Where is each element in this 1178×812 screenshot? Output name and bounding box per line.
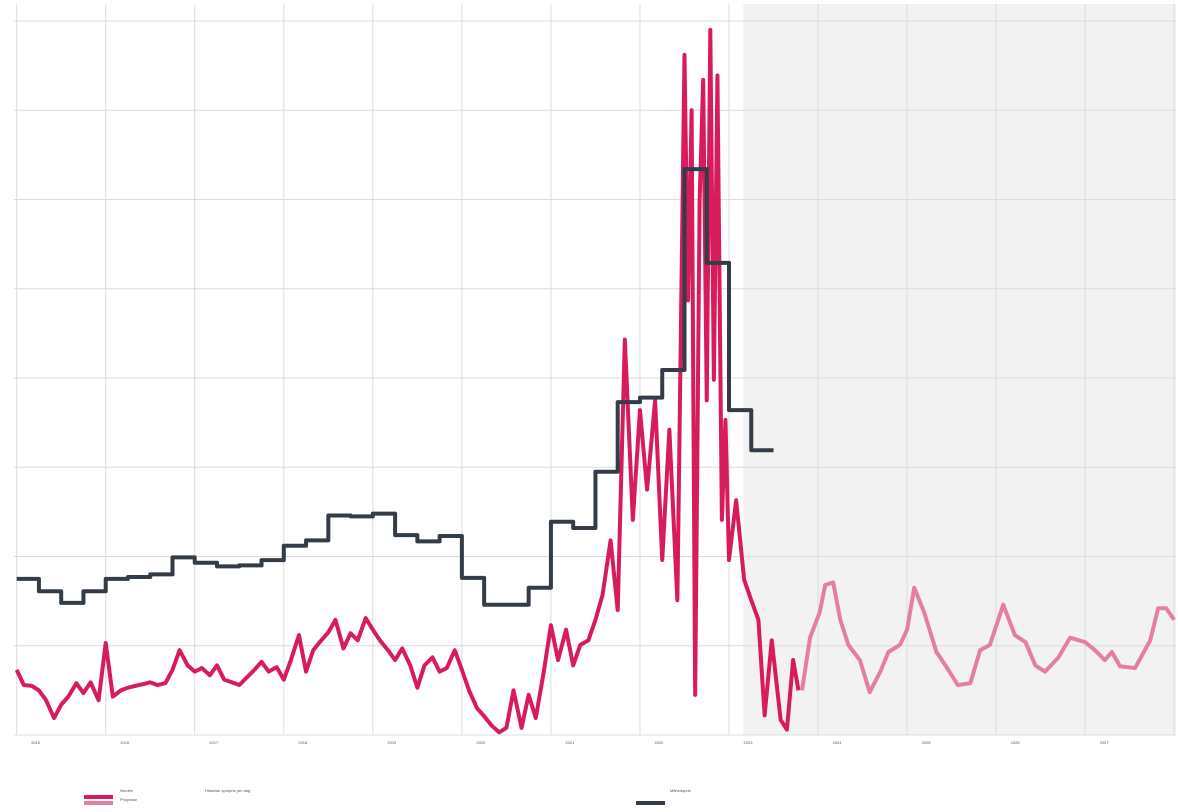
x-tick-label: 2025 bbox=[922, 740, 932, 745]
forecast-area bbox=[743, 4, 1176, 735]
legend-label: Historisk spotpris per dag bbox=[205, 788, 250, 793]
x-tick-label: 2016 bbox=[120, 740, 130, 745]
x-tick-label: 2015 bbox=[31, 740, 41, 745]
x-tick-label: 2024 bbox=[833, 740, 843, 745]
x-tick-label: 2017 bbox=[209, 740, 219, 745]
series-line bbox=[800, 580, 1176, 695]
x-tick-label: 2026 bbox=[1011, 740, 1021, 745]
x-tick-label: 2023 bbox=[744, 740, 754, 745]
x-tick-label: 2020 bbox=[476, 740, 486, 745]
series-line bbox=[16, 167, 774, 607]
legend-label: Prognose bbox=[120, 797, 138, 802]
x-tick-label: 2021 bbox=[565, 740, 575, 745]
legend-label: Månedspris bbox=[670, 788, 691, 793]
legend-title: Norden bbox=[120, 788, 133, 793]
x-tick-label: 2018 bbox=[298, 740, 308, 745]
x-tick-label: 2027 bbox=[1100, 740, 1110, 745]
x-tick-label: 2022 bbox=[655, 740, 665, 745]
series-line bbox=[14, 27, 801, 735]
x-tick-label: 2019 bbox=[387, 740, 397, 745]
